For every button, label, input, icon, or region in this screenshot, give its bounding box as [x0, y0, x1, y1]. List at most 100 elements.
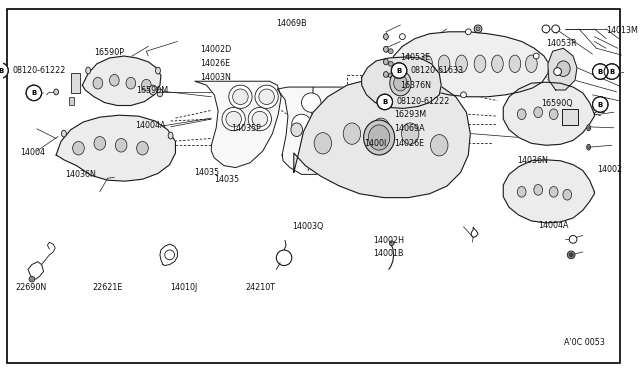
Text: 16293M: 16293M [394, 110, 427, 119]
Text: B: B [598, 102, 603, 108]
Circle shape [476, 27, 480, 31]
Circle shape [461, 92, 467, 98]
Text: 14010J: 14010J [170, 283, 198, 292]
Text: 14053E: 14053E [400, 54, 430, 62]
Polygon shape [503, 160, 595, 223]
Text: 14035: 14035 [214, 175, 239, 184]
Ellipse shape [314, 133, 332, 154]
Ellipse shape [587, 144, 591, 150]
Circle shape [228, 85, 252, 108]
Circle shape [255, 85, 278, 108]
Ellipse shape [394, 76, 407, 91]
Text: 14035: 14035 [194, 168, 219, 177]
Ellipse shape [587, 125, 591, 131]
Ellipse shape [549, 109, 558, 119]
Ellipse shape [115, 138, 127, 152]
Ellipse shape [456, 55, 467, 73]
Text: B: B [0, 68, 3, 74]
Circle shape [279, 253, 289, 263]
Circle shape [533, 53, 539, 59]
Circle shape [29, 276, 35, 282]
Ellipse shape [549, 186, 558, 197]
Text: B: B [31, 90, 36, 96]
Text: B: B [396, 68, 402, 74]
Polygon shape [389, 32, 549, 97]
Ellipse shape [421, 55, 433, 73]
Circle shape [388, 73, 393, 78]
Circle shape [389, 241, 394, 246]
Ellipse shape [93, 77, 102, 89]
Text: 08120-61222: 08120-61222 [396, 97, 450, 106]
Ellipse shape [156, 67, 161, 74]
Ellipse shape [369, 125, 390, 150]
Ellipse shape [474, 55, 486, 73]
Circle shape [569, 235, 577, 243]
Text: 14069A: 14069A [394, 125, 425, 134]
Circle shape [301, 93, 321, 112]
Polygon shape [195, 81, 281, 167]
Circle shape [391, 63, 407, 78]
Ellipse shape [534, 185, 543, 195]
Text: 14004: 14004 [20, 148, 45, 157]
Ellipse shape [54, 89, 59, 95]
Ellipse shape [383, 71, 388, 77]
Circle shape [593, 97, 608, 112]
Text: 24210T: 24210T [245, 283, 275, 292]
Text: 1400l: 1400l [364, 139, 387, 148]
Ellipse shape [149, 85, 157, 95]
Polygon shape [362, 57, 441, 108]
Circle shape [542, 25, 550, 33]
Circle shape [388, 49, 393, 54]
Circle shape [388, 61, 393, 66]
Bar [70, 74, 81, 93]
Ellipse shape [73, 141, 84, 155]
Bar [563, 109, 578, 125]
Text: 14004A: 14004A [538, 221, 568, 230]
Ellipse shape [534, 107, 543, 118]
Circle shape [292, 114, 311, 134]
Circle shape [474, 25, 482, 33]
Ellipse shape [141, 79, 151, 91]
Ellipse shape [157, 89, 163, 97]
Text: 16590P: 16590P [94, 48, 124, 57]
Text: 16590M: 16590M [136, 86, 168, 95]
Polygon shape [277, 87, 362, 174]
Text: 14035P: 14035P [231, 124, 261, 133]
Text: 14001B: 14001B [372, 249, 403, 258]
Ellipse shape [563, 112, 572, 122]
Text: A'0C 0053: A'0C 0053 [564, 339, 605, 347]
Ellipse shape [137, 141, 148, 155]
Circle shape [248, 108, 271, 131]
Circle shape [26, 85, 42, 101]
Ellipse shape [126, 77, 136, 89]
Text: 14036N: 14036N [65, 170, 96, 179]
Circle shape [0, 63, 8, 78]
Ellipse shape [94, 137, 106, 150]
Text: B: B [609, 68, 614, 74]
Text: 14036N: 14036N [516, 156, 548, 165]
Text: 08120-61633: 08120-61633 [411, 66, 464, 75]
Ellipse shape [343, 123, 361, 144]
Text: 14004A: 14004A [135, 121, 166, 130]
Ellipse shape [492, 55, 503, 73]
Text: 14026E: 14026E [394, 139, 424, 148]
Polygon shape [548, 48, 577, 90]
Ellipse shape [588, 146, 589, 149]
Text: 14002: 14002 [598, 165, 623, 174]
Circle shape [252, 111, 268, 127]
Text: 14069B: 14069B [276, 19, 307, 28]
Text: 22621E: 22621E [93, 283, 123, 292]
Circle shape [226, 111, 241, 127]
Ellipse shape [109, 74, 119, 86]
Circle shape [318, 114, 337, 134]
Ellipse shape [517, 186, 526, 197]
Circle shape [593, 64, 608, 79]
Text: 14026E: 14026E [200, 59, 230, 68]
Circle shape [552, 25, 559, 33]
Text: 14053R: 14053R [546, 39, 577, 48]
Ellipse shape [168, 132, 173, 139]
Ellipse shape [61, 130, 67, 137]
Circle shape [399, 34, 405, 39]
Ellipse shape [291, 123, 303, 137]
Ellipse shape [509, 55, 521, 73]
